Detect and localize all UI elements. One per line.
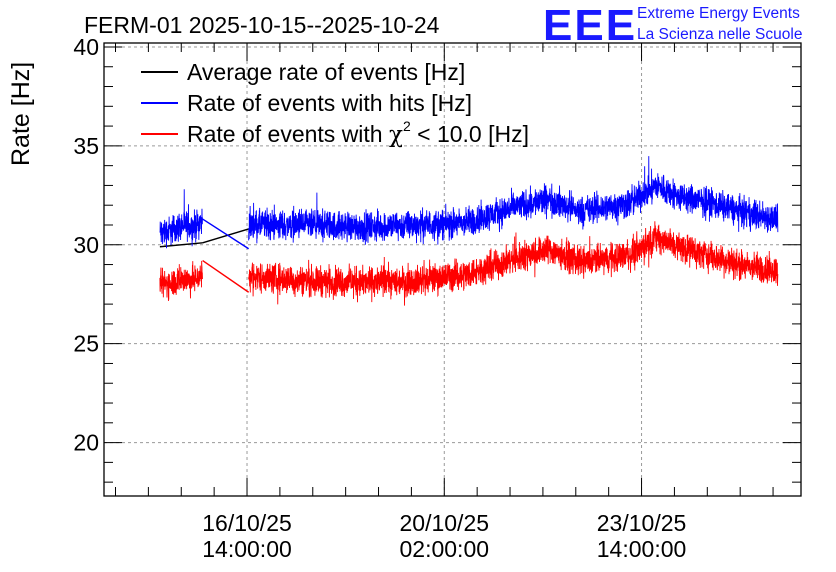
- legend-chi2-superscript: 2: [403, 118, 411, 134]
- series-2-segment-2: [248, 221, 779, 306]
- axis-ticks: [104, 43, 801, 496]
- series-1-segment-0: [159, 189, 203, 249]
- series-1-segment-2: [248, 156, 779, 245]
- x-tick-label-time-1: 02:00:00: [400, 536, 490, 562]
- y-tick-label-20: 20: [73, 430, 99, 456]
- y-tick-label-30: 30: [73, 232, 99, 258]
- legend-chi2-suffix: < 10.0 [Hz]: [411, 121, 529, 147]
- legend-label-average: Average rate of events [Hz]: [187, 59, 465, 85]
- y-tick-label-35: 35: [73, 133, 99, 159]
- logo-mark: EEE: [543, 1, 637, 50]
- legend-chi2-symbol: χ: [389, 122, 403, 148]
- x-tick-label-date-0: 16/10/25: [202, 510, 292, 536]
- x-tick-labels: 16/10/2514:00:0020/10/2502:00:0023/10/25…: [202, 510, 686, 562]
- series-0-segment-0: [159, 242, 203, 248]
- legend-label-hits: Rate of events with hits [Hz]: [187, 90, 472, 116]
- legend: Average rate of events [Hz] Rate of even…: [141, 59, 529, 148]
- x-tick-label-date-1: 20/10/25: [400, 510, 490, 536]
- y-tick-label-40: 40: [73, 34, 99, 60]
- logo-line-1: Extreme Energy Events: [637, 5, 800, 22]
- series-layer: [159, 156, 779, 306]
- series-0-segment-1: [202, 228, 249, 244]
- y-tick-label-25: 25: [73, 331, 99, 357]
- x-tick-label-date-2: 23/10/25: [597, 510, 687, 536]
- plot-frame: [103, 42, 802, 497]
- x-tick-label-time-2: 14:00:00: [597, 536, 687, 562]
- series-2-segment-0: [159, 260, 203, 302]
- chart-title: FERM-01 2025-10-15--2025-10-24: [84, 12, 440, 38]
- y-axis-label: Rate [Hz]: [7, 62, 35, 166]
- y-tick-labels: 20 25 30 35 40: [73, 34, 99, 456]
- series-1-segment-1: [202, 218, 250, 250]
- grid: [104, 43, 801, 496]
- legend-chi2-prefix: Rate of events with: [187, 121, 389, 147]
- logo-line-2: La Scienza nelle Scuole: [637, 26, 802, 43]
- x-tick-label-time-0: 14:00:00: [202, 536, 292, 562]
- series-2-segment-1: [202, 260, 250, 293]
- legend-label-chi2: Rate of events with χ2 < 10.0 [Hz]: [187, 118, 529, 148]
- eee-logo: EEE Extreme Energy Events La Scienza nel…: [543, 1, 802, 50]
